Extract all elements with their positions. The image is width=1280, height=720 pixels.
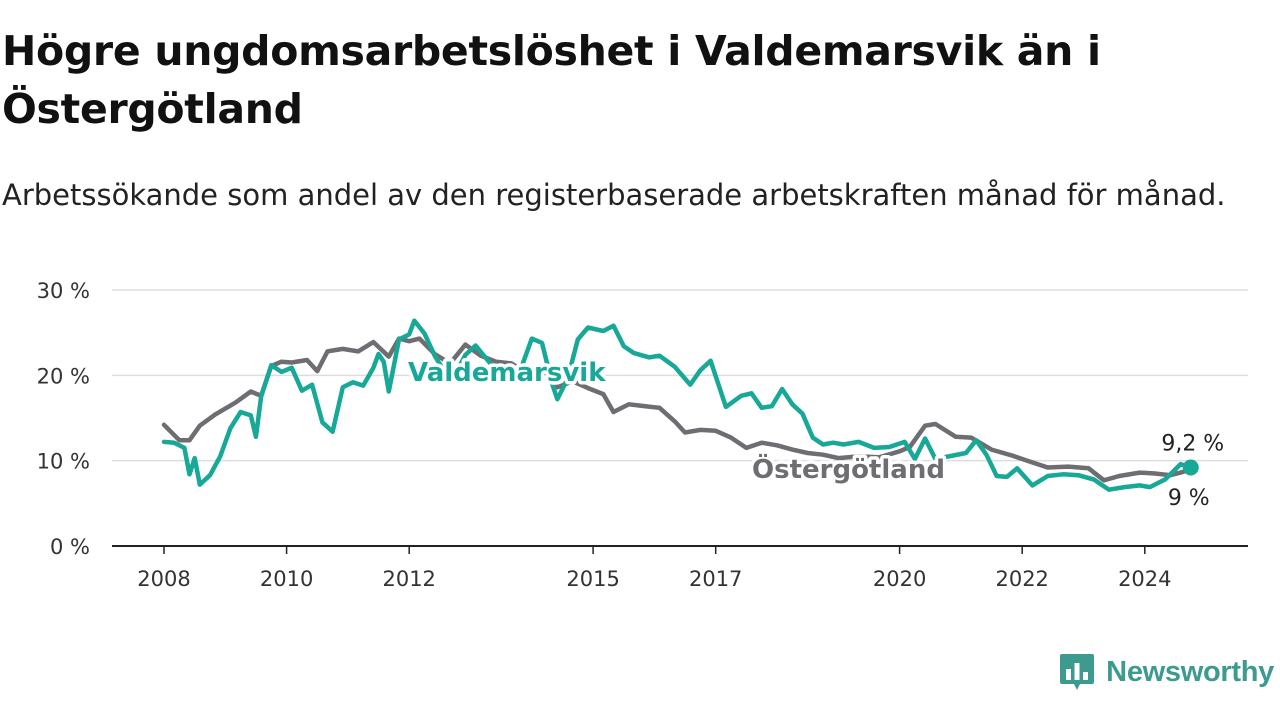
y-tick-label: 20 % (37, 364, 90, 388)
series-label-ostergotland: Östergötland (752, 452, 945, 485)
line-ostergotland (161, 336, 1194, 483)
y-tick-label: 10 % (37, 450, 90, 474)
end-label-ostergotland: 9 % (1168, 486, 1210, 511)
x-axis-ticks: 2008 2010 2012 2015 2017 2020 2022 2024 (137, 546, 1172, 591)
newsworthy-brand: Newsworthy (1058, 650, 1274, 694)
y-axis-ticks: 0 % 10 % 20 % 30 % (37, 279, 90, 559)
x-tick-label: 2015 (566, 567, 619, 591)
x-tick-label: 2024 (1118, 567, 1171, 591)
endpoint-valdemarsvik (1182, 459, 1199, 476)
x-tick-label: 2008 (137, 567, 190, 591)
y-tick-label: 0 % (50, 535, 90, 559)
x-tick-label: 2022 (995, 567, 1048, 591)
x-tick-label: 2012 (382, 567, 435, 591)
gridlines (112, 289, 1248, 547)
x-tick-label: 2017 (689, 567, 742, 591)
line-valdemarsvik (161, 318, 1194, 492)
series-labels: 9,2 % 9 % Valdemarsvik Östergötland (405, 355, 1225, 512)
newsworthy-logo-icon (1060, 654, 1095, 690)
brand-name: Newsworthy (1106, 655, 1274, 688)
chart-title: Högre ungdomsarbetslöshet i Valdemarsvik… (2, 27, 1101, 133)
series-lines (161, 318, 1199, 492)
line-chart: 0 % 10 % 20 % 30 % 2008 2010 2012 2015 2017 2020… (37, 279, 1248, 591)
x-tick-label: 2010 (260, 567, 313, 591)
chart-subtitle: Arbetssökande som andel av den registerb… (2, 178, 1226, 212)
end-label-valdemarsvik: 9,2 % (1161, 431, 1224, 456)
series-label-valdemarsvik: Valdemarsvik (408, 358, 606, 388)
x-tick-label: 2020 (873, 567, 926, 591)
y-tick-label: 30 % (37, 279, 90, 303)
